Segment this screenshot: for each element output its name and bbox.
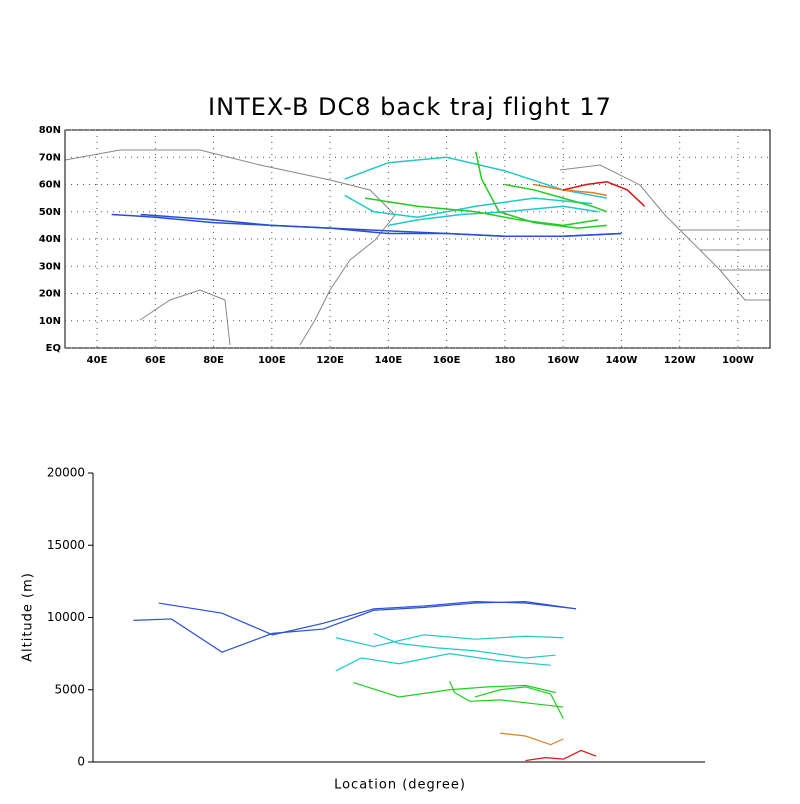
y-tick-label: 15000: [47, 538, 85, 552]
altitude-line: [525, 749, 597, 762]
altitude-line: [474, 686, 564, 719]
x-tick-label: 140W: [605, 355, 637, 366]
x-tick-label: 120E: [316, 355, 344, 366]
y-tick-label: 10N: [39, 316, 61, 327]
altitude-line: [158, 601, 577, 636]
altitude-line: [449, 680, 564, 708]
y-tick-label: 80N: [39, 125, 61, 136]
x-axis-label: Location (degree): [334, 778, 466, 793]
x-tick-label: 160W: [547, 355, 579, 366]
x-tick-label: 100W: [722, 355, 754, 366]
x-tick-label: 120W: [664, 355, 696, 366]
trajectory: [504, 183, 608, 213]
y-tick-label: 10000: [47, 610, 85, 624]
trajectory: [344, 156, 607, 199]
x-tick-label: 160E: [433, 355, 461, 366]
x-tick-label: 100E: [258, 355, 286, 366]
x-tick-label: 60E: [145, 355, 166, 366]
x-tick-label: 80E: [203, 355, 224, 366]
trajectory: [562, 181, 646, 207]
chart-title: INTEX-B DC8 back traj flight 17: [208, 93, 612, 121]
altitude-line: [500, 732, 564, 746]
trajectory: [140, 213, 622, 238]
map-frame: [64, 129, 771, 349]
altitude-line: [335, 653, 551, 672]
y-tick-label: 0: [77, 755, 85, 769]
y-tick-label: 70N: [39, 152, 61, 163]
x-tick-label: 40E: [87, 355, 108, 366]
trajectory: [344, 194, 593, 218]
y-tick-label: 50N: [39, 207, 61, 218]
y-tick-label: EQ: [46, 343, 61, 354]
coastlines: [64, 149, 770, 346]
x-tick-label: 140E: [375, 355, 403, 366]
y-tick-label: 30N: [39, 261, 61, 272]
altitude-line: [353, 681, 556, 698]
y-axis-label: Altitude (m): [21, 572, 36, 662]
y-tick-label: 20N: [39, 289, 61, 300]
altitude-line: [335, 634, 564, 648]
trajectory: [533, 183, 607, 197]
x-tick-label: 180: [494, 355, 515, 366]
trajectory: [388, 205, 599, 227]
y-tick-label: 40N: [39, 234, 61, 245]
y-tick-label: 5000: [54, 682, 85, 696]
trajectory: [475, 151, 607, 229]
y-tick-label: 20000: [47, 466, 85, 480]
y-tick-label: 60N: [39, 180, 61, 191]
altitude-line: [373, 632, 556, 659]
trajectory: [364, 197, 599, 227]
